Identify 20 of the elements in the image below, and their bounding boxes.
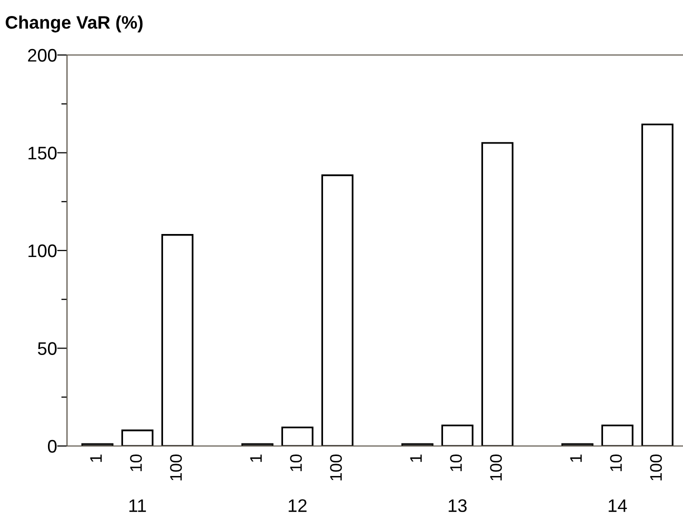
text: 10: [450, 454, 462, 472]
x-tick-label: 12: [288, 499, 307, 512]
text: 100: [490, 454, 502, 480]
text: 100: [170, 454, 182, 480]
text: 100: [650, 454, 662, 480]
y-tick-label: 100: [28, 244, 57, 258]
x-tick-label: 14: [608, 499, 627, 512]
x-tick-label: 11: [129, 499, 146, 512]
text: 1: [90, 454, 102, 462]
text: 10: [130, 454, 142, 472]
text: 10: [290, 454, 302, 472]
text: 100: [330, 454, 342, 480]
x-tick-label: 13: [448, 499, 467, 512]
chart-title: Change VaR (%): [6, 16, 143, 32]
y-tick-label: 150: [28, 146, 57, 160]
text: 10: [610, 454, 622, 472]
y-tick-label: 50: [38, 342, 57, 355]
y-tick-label: 200: [28, 48, 57, 62]
text: 1: [570, 454, 582, 462]
y-tick-label: 0: [48, 440, 57, 453]
